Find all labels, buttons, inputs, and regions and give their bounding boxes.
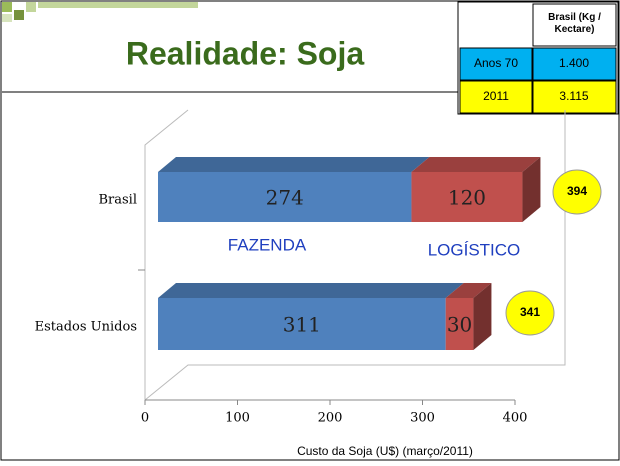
floor [144,110,566,401]
value-label: 120 [448,186,486,210]
category-label: Brasil [98,193,137,208]
table-header-cell [532,3,617,47]
table-cell-text: 1.400 [559,56,589,70]
series-label: FAZENDA [228,235,307,254]
table-cell-text: 2011 [483,89,509,103]
total-badge [552,169,602,215]
value-label: 274 [266,186,304,210]
x-tick-label: 0 [141,411,149,426]
bar-side [473,283,492,350]
bar-side [522,157,541,222]
total-label: 341 [520,305,540,319]
table-header-box: Brasil (Kg / Kectare) [548,12,601,35]
x-tick-label: 200 [318,411,343,426]
total-label: 394 [567,184,587,198]
bar-top [411,157,541,172]
slide-title: Realidade: Soja [126,35,365,71]
table-cell [532,80,617,114]
series-label: LOGÍSTICO [428,240,521,259]
left-wall [144,109,189,400]
bar [158,172,412,222]
value-label: 30 [447,313,472,337]
bar [445,298,474,350]
table-cell [532,47,617,81]
table-cell [459,47,533,81]
bar-top [445,283,492,298]
x-tick-label: 100 [225,411,250,426]
x-tick-label: 400 [503,411,528,426]
info-table: Brasil (Kg / Kectare) Anos 70 1.400 2011… [457,1,619,115]
category-label: Estados Unidos [35,320,137,335]
bar [158,298,446,350]
x-axis-title: Custo da Soja (U$) (março/2011) [297,444,473,458]
table-header: Brasil (Kg / Kectare) [548,12,601,35]
bar [411,172,523,222]
corner-decoration [2,2,198,22]
bar-top [158,283,464,298]
bar-top [158,157,430,172]
table-cell [459,80,533,114]
x-tick-label: 300 [410,411,435,426]
table-cell-text: 3.115 [559,89,588,103]
total-badge [505,290,555,336]
value-label: 311 [283,313,321,337]
table-cell-text: Anos 70 [474,56,518,70]
